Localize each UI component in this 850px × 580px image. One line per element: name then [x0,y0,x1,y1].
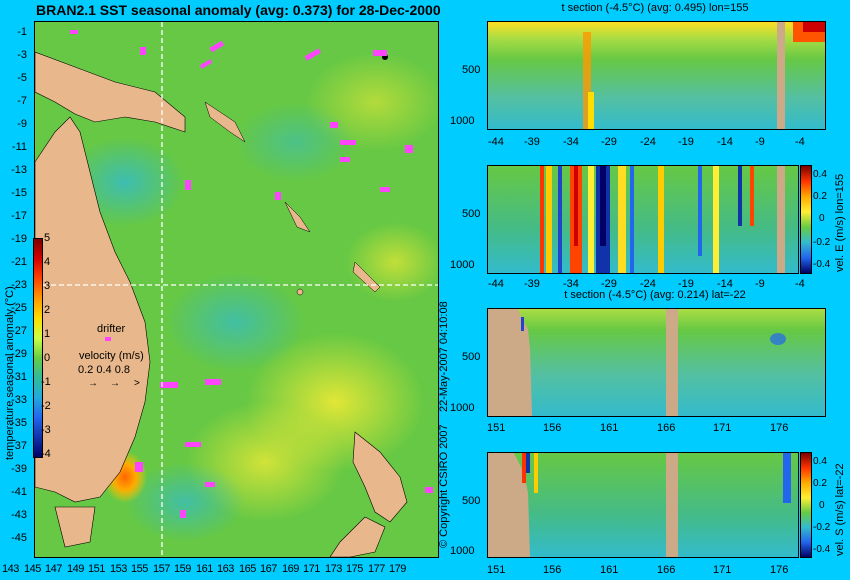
panel4-colorbar [800,452,812,558]
velocity-label: velocity (m/s) [79,350,144,362]
panel4-canvas [488,453,791,557]
map-lon-ticks: 143 145 147 149 151 153 155 157 159 161 … [2,563,406,575]
panel4-xticks: 151 156 161 166 171 176 [487,564,789,576]
velocity-scale: 0.2 0.4 0.8 [78,364,130,376]
panel2-section[interactable] [487,165,799,274]
panel1-canvas [583,22,825,129]
panel2-colorbar-label: vel. E (m/s) lon=155 [834,173,846,272]
velocity-arrows: → → > [88,378,140,389]
panel2-colorbar-ticks: 0.4 0.2 0 -0.2 -0.4 [813,169,831,270]
map-lat-ticks: -1 -3 -5 -7 -9 -11 -13 -15 -17 -19 -21 -… [11,26,27,544]
panel2-canvas [540,166,785,273]
panel3-title: t section (-4.5°C) (avg: 0.214) lat=-22 [564,289,746,301]
panel4-colorbar-label: vel. S (m/s) lat=-22 [834,463,846,556]
sst-colorbar-ticks: 5 4 3 2 1 0 -1 -2 -3 -4 [41,232,51,460]
panel4-section[interactable] [487,452,799,558]
panel3-section[interactable] [487,308,826,417]
panel4-colorbar-ticks: 0.4 0.2 0 -0.2 -0.4 [813,456,831,555]
sst-map[interactable] [34,21,439,558]
panel3-canvas [488,309,786,416]
timestamp-text: 22-May-2007 04:10:08 [438,301,450,412]
copyright-text: © Copyright CSIRO 2007 [438,424,450,548]
panel1-xticks: -44 -39 -34 -29 -24 -19 -14 -9 -4 [488,136,805,148]
panel1-section[interactable] [487,21,826,130]
panel2-colorbar [800,165,812,274]
sst-map-canvas [35,22,438,557]
panel3-xticks: 151 156 161 166 171 176 [487,422,789,434]
panel2-xticks: -44 -39 -34 -29 -24 -19 -14 -9 -4 [488,278,805,290]
sst-colorbar [33,238,43,458]
page-title: BRAN2.1 SST seasonal anomaly (avg: 0.373… [36,2,441,18]
panel1-title: t section (-4.5°C) (avg: 0.495) lon=155 [561,2,749,14]
drifter-label: drifter [97,323,126,335]
